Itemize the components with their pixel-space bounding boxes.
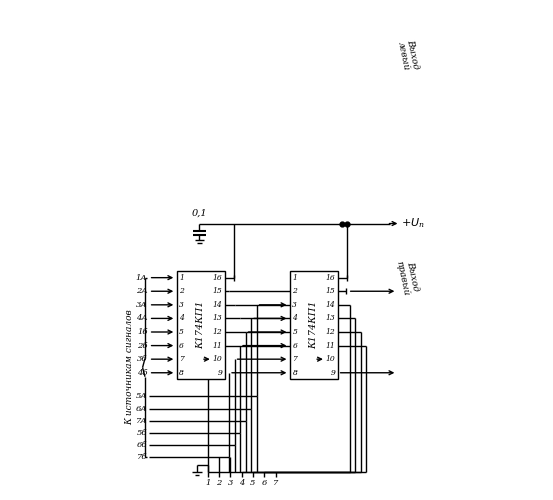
Text: 6А: 6А bbox=[135, 404, 148, 412]
Text: 7: 7 bbox=[179, 355, 184, 363]
Text: 11: 11 bbox=[326, 342, 336, 349]
Text: 15: 15 bbox=[326, 287, 336, 295]
Text: 9: 9 bbox=[217, 369, 222, 377]
Text: 2: 2 bbox=[293, 287, 298, 295]
Text: Выход
правый: Выход правый bbox=[395, 258, 421, 296]
Text: 13: 13 bbox=[326, 314, 336, 322]
Text: 3: 3 bbox=[179, 301, 184, 309]
Text: 6б: 6б bbox=[137, 441, 148, 449]
Text: 14: 14 bbox=[326, 301, 336, 309]
Text: 12: 12 bbox=[326, 328, 336, 336]
Text: 1: 1 bbox=[293, 274, 298, 281]
Text: 4: 4 bbox=[293, 314, 298, 322]
Text: К174КП1: К174КП1 bbox=[196, 301, 205, 350]
Bar bbox=[177, 271, 225, 380]
Text: 1А: 1А bbox=[135, 274, 148, 281]
Text: К источникам сигналов: К источникам сигналов bbox=[125, 310, 134, 426]
Text: 13: 13 bbox=[212, 314, 222, 322]
Text: 3б: 3б bbox=[137, 355, 148, 363]
Text: 8: 8 bbox=[293, 369, 298, 377]
Text: 5: 5 bbox=[251, 479, 255, 487]
Text: 14: 14 bbox=[212, 301, 222, 309]
Text: 2: 2 bbox=[179, 287, 184, 295]
Text: 7: 7 bbox=[293, 355, 298, 363]
Text: 1: 1 bbox=[179, 274, 184, 281]
Text: 5б: 5б bbox=[137, 429, 148, 437]
Text: 5: 5 bbox=[179, 328, 184, 336]
Text: 0,1: 0,1 bbox=[192, 209, 207, 218]
Text: 16: 16 bbox=[326, 274, 336, 281]
Text: 6: 6 bbox=[293, 342, 298, 349]
Text: 1: 1 bbox=[205, 479, 210, 487]
Text: 6: 6 bbox=[262, 479, 267, 487]
Text: 10: 10 bbox=[212, 355, 222, 363]
Text: К174КП1: К174КП1 bbox=[310, 301, 319, 350]
Text: 8: 8 bbox=[179, 369, 184, 377]
Text: 3А: 3А bbox=[135, 301, 148, 309]
Text: 16: 16 bbox=[212, 274, 222, 281]
Text: 4А: 4А bbox=[135, 314, 148, 322]
Text: 2б: 2б bbox=[137, 342, 148, 349]
Text: 7: 7 bbox=[273, 479, 278, 487]
Text: 2: 2 bbox=[216, 479, 222, 487]
Text: 12: 12 bbox=[212, 328, 222, 336]
Text: 1б: 1б bbox=[137, 328, 148, 336]
Text: 9: 9 bbox=[331, 369, 336, 377]
Text: 6: 6 bbox=[179, 342, 184, 349]
Text: 4: 4 bbox=[179, 314, 184, 322]
Text: 10: 10 bbox=[326, 355, 336, 363]
Text: 4б: 4б bbox=[137, 369, 148, 377]
Text: 7А: 7А bbox=[135, 417, 148, 425]
Text: 4: 4 bbox=[239, 479, 244, 487]
Text: 2А: 2А bbox=[135, 287, 148, 295]
Bar bbox=[290, 271, 338, 380]
Text: Выход
левый: Выход левый bbox=[395, 38, 421, 72]
Text: 3: 3 bbox=[293, 301, 298, 309]
Text: 3: 3 bbox=[228, 479, 233, 487]
Text: 5А: 5А bbox=[135, 392, 148, 400]
Text: 7б: 7б bbox=[137, 454, 148, 462]
Text: 15: 15 bbox=[212, 287, 222, 295]
Text: $+U_{\mathregular{п}}$: $+U_{\mathregular{п}}$ bbox=[401, 216, 425, 230]
Text: 5: 5 bbox=[293, 328, 298, 336]
Text: 11: 11 bbox=[212, 342, 222, 349]
